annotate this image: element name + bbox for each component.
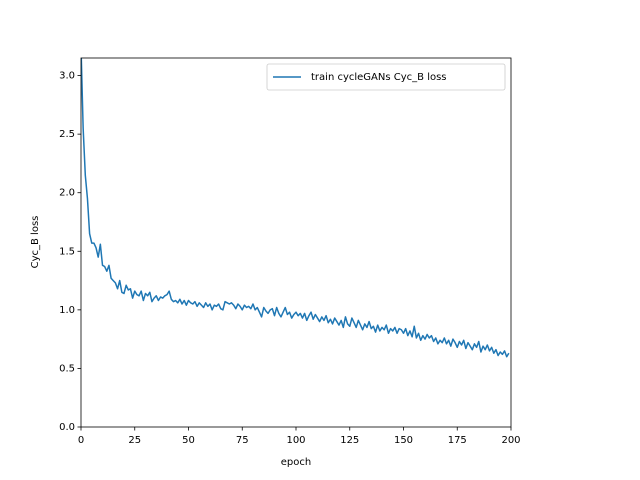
y-tick-label: 1.5	[59, 246, 75, 257]
x-tick-label: 200	[501, 435, 520, 446]
y-tick-label: 0.0	[59, 422, 75, 433]
plot-area	[81, 58, 510, 358]
x-tick-label: 150	[394, 435, 413, 446]
x-tick-label: 75	[236, 435, 249, 446]
x-tick-label: 125	[340, 435, 359, 446]
line-series	[81, 58, 510, 358]
y-tick-label: 1.0	[59, 305, 75, 316]
x-tick-label: 175	[448, 435, 467, 446]
y-tick-label: 3.0	[59, 71, 75, 82]
x-axis-label: epoch	[281, 457, 311, 468]
legend-label: train cycleGANs Cyc_B loss	[311, 72, 447, 83]
y-tick-label: 2.5	[59, 129, 75, 140]
x-tick-label: 100	[286, 435, 305, 446]
x-tick-label: 25	[128, 435, 141, 446]
x-tick-label: 50	[182, 435, 195, 446]
y-axis-label: Cyc_B loss	[30, 216, 41, 269]
y-tick-label: 0.5	[59, 363, 75, 374]
y-tick-label: 2.0	[59, 188, 75, 199]
x-tick-label: 0	[78, 435, 84, 446]
legend-box	[266, 63, 506, 91]
